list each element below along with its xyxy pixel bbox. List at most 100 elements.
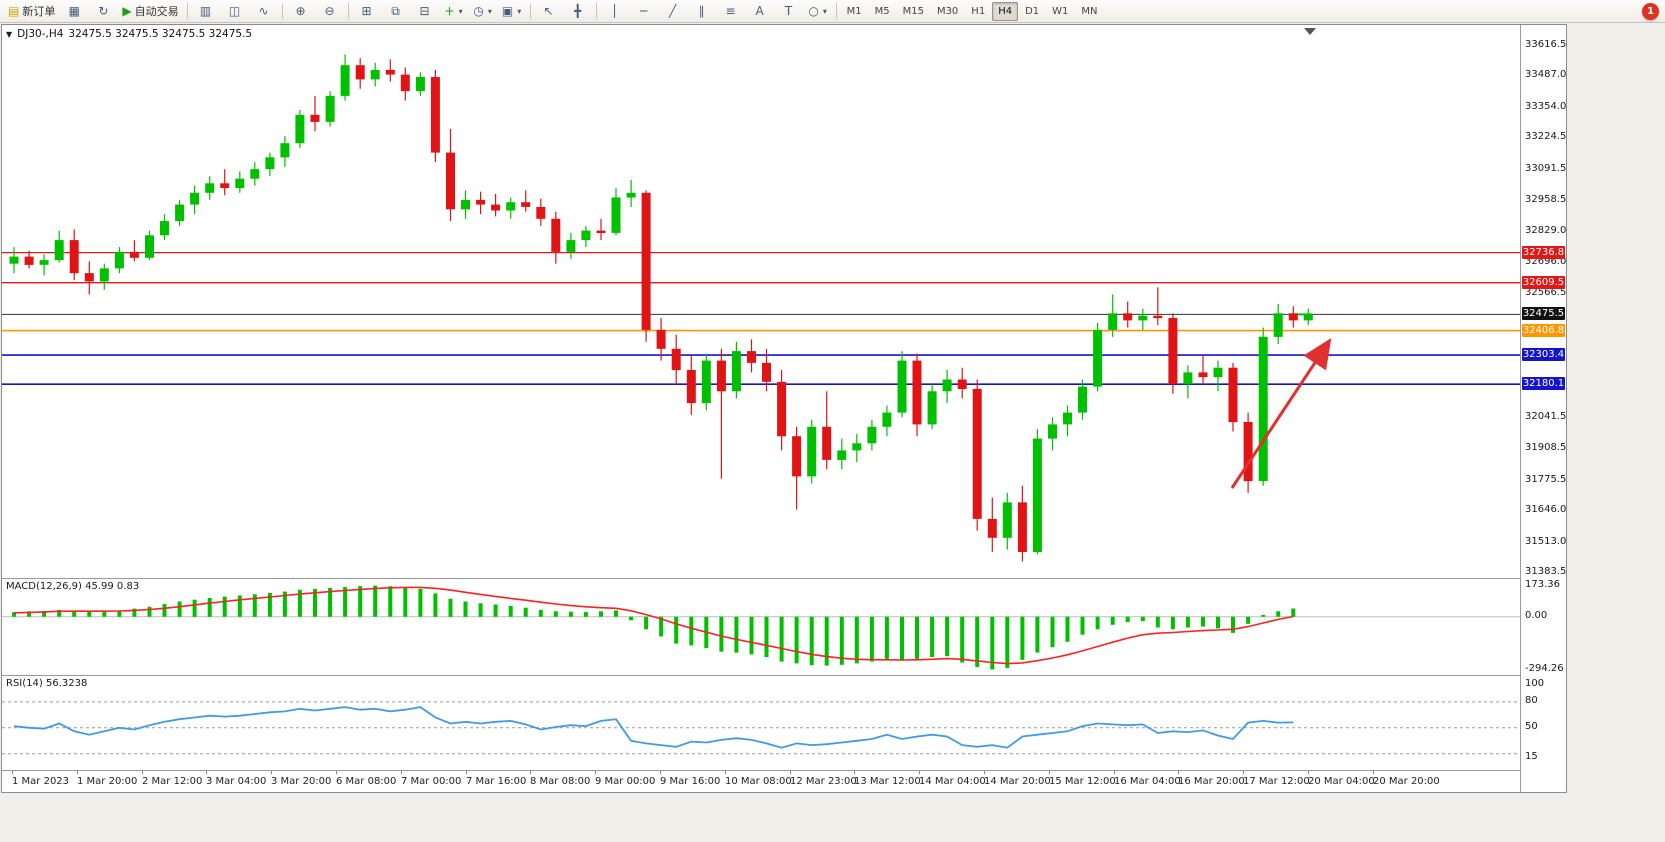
ohlc-readout: 32475.5 32475.5 32475.5 32475.5	[68, 28, 253, 40]
symbol-header: ▼ DJ30-,H4 32475.5 32475.5 32475.5 32475…	[6, 28, 252, 40]
time-tick	[1178, 771, 1179, 774]
price-tick-label: 31513.0	[1525, 536, 1567, 547]
toolbar-separator	[529, 3, 531, 19]
refresh-icon: ↻	[98, 4, 109, 18]
horizontal-line-tool-button[interactable]: ─	[630, 1, 658, 22]
time-tick	[271, 771, 272, 774]
trendline-tool-button[interactable]: ╱	[659, 1, 687, 22]
zoom-out-icon: ⊖	[324, 4, 335, 18]
time-tick	[984, 771, 985, 774]
zoom-in-button[interactable]: ⊕	[287, 1, 315, 22]
chart-window: ▼ DJ30-,H4 32475.5 32475.5 32475.5 32475…	[1, 24, 1567, 793]
price-badge: 32475.5	[1522, 307, 1565, 320]
toolbar-separator	[186, 3, 188, 19]
time-tick-label: 3 Mar 04:00	[206, 776, 267, 787]
rsi-axis-label: 50	[1525, 721, 1538, 732]
time-axis[interactable]: 1 Mar 2023 1 Mar 20:00 2 Mar 12:00 3 Mar 04…	[2, 770, 1520, 793]
time-tick	[530, 771, 531, 774]
rsi-axis-label: 100	[1525, 678, 1545, 689]
arrange-windows-button[interactable]: ⊟	[411, 1, 439, 22]
autotrading-button[interactable]: ▶ 自动交易	[118, 1, 182, 22]
chevron-down-icon: ▾	[517, 6, 522, 16]
time-tick-label: 9 Mar 16:00	[660, 776, 721, 787]
cursor-tool-button[interactable]: ↖	[535, 1, 563, 22]
bars-chart-button[interactable]: ▥	[192, 1, 220, 22]
price-tick-label: 33091.5	[1525, 163, 1567, 174]
time-tick-label: 14 Mar 20:00	[984, 776, 1051, 787]
tf-button-w1[interactable]: W1	[1052, 5, 1069, 17]
macd-axis-label: 173.36	[1525, 579, 1560, 590]
toolbar: ▤ 新订单 ▦ ↻ ▶ 自动交易 ▥ ◫ ∿ ⊕ ⊖ ⊞	[0, 0, 1665, 23]
zoom-out-button[interactable]: ⊖	[316, 1, 344, 22]
clock-icon: ◷	[473, 4, 484, 18]
tile-windows-button[interactable]: ⊞	[353, 1, 381, 22]
vertical-line-icon: │	[610, 4, 619, 18]
time-tick-label: 3 Mar 20:00	[271, 776, 332, 787]
bars-chart-icon: ▥	[199, 4, 212, 18]
text-tool-button[interactable]: A	[746, 1, 774, 22]
shapes-icon: ○	[808, 4, 819, 18]
indicators-button[interactable]: + ▾	[440, 1, 468, 22]
tf-button-m5[interactable]: M5	[874, 5, 890, 17]
candles-chart-icon: ◫	[228, 4, 241, 18]
time-tick-label: 15 Mar 12:00	[1049, 776, 1116, 787]
refresh-button[interactable]: ↻	[89, 1, 117, 22]
crosshair-tool-button[interactable]: ╋	[564, 1, 592, 22]
charts-button[interactable]: ▦	[60, 1, 88, 22]
vertical-line-tool-button[interactable]: │	[601, 1, 629, 22]
time-tick-label: 7 Mar 16:00	[466, 776, 527, 787]
arrow-annotation	[1230, 337, 1332, 489]
template-button[interactable]: ▣ ▾	[498, 1, 526, 22]
candles-chart-button[interactable]: ◫	[221, 1, 249, 22]
tf-button-m1[interactable]: M1	[846, 5, 862, 17]
tf-button-d1[interactable]: D1	[1025, 5, 1040, 17]
price-axis[interactable]: 33616.5 33487.0 33354.0 33224.5 33091.5 32958…	[1520, 25, 1566, 792]
fibonacci-tool-button[interactable]: ≡	[717, 1, 745, 22]
time-tick-label: 12 Mar 23:00	[790, 776, 857, 787]
time-tick	[725, 771, 726, 774]
tf-button-h1[interactable]: H1	[971, 5, 986, 17]
tile-windows-icon: ⊞	[361, 4, 372, 18]
time-tick	[1373, 771, 1374, 774]
time-tick	[336, 771, 337, 774]
time-tick	[12, 771, 13, 774]
macd-axis-label: 0.00	[1525, 610, 1548, 621]
shift-marker	[1304, 28, 1316, 35]
channel-tool-button[interactable]: ∥	[688, 1, 716, 22]
price-tick-label: 31908.5	[1525, 442, 1567, 453]
macd-pane[interactable]	[2, 578, 1520, 676]
price-badge: 32736.8	[1522, 246, 1565, 259]
tf-button-m15[interactable]: M15	[902, 5, 924, 17]
time-tick-label: 16 Mar 04:00	[1114, 776, 1181, 787]
time-tick	[401, 771, 402, 774]
line-chart-button[interactable]: ∿	[250, 1, 278, 22]
time-tick	[1243, 771, 1244, 774]
price-tick-label: 32829.0	[1525, 225, 1567, 236]
price-chart[interactable]	[2, 25, 1520, 578]
time-tick	[790, 771, 791, 774]
periods-button[interactable]: ◷ ▾	[469, 1, 497, 22]
tf-button-mn[interactable]: MN	[1081, 5, 1098, 17]
cascade-windows-button[interactable]: ⧉	[382, 1, 410, 22]
autotrading-play-icon: ▶	[122, 4, 132, 18]
price-tick-label: 33354.0	[1525, 101, 1567, 112]
rsi-pane[interactable]	[2, 675, 1520, 771]
autotrading-label: 自动交易	[134, 5, 179, 18]
shapes-tool-button[interactable]: ○ ▾	[804, 1, 832, 22]
label-tool-button[interactable]: T	[775, 1, 803, 22]
new-order-button[interactable]: ▤ 新订单	[4, 1, 59, 22]
channel-icon: ∥	[698, 4, 705, 18]
time-tick	[919, 771, 920, 774]
collapse-triangle-icon[interactable]: ▼	[6, 29, 13, 39]
notification-badge[interactable]: 1	[1642, 3, 1659, 20]
macd-label: MACD(12,26,9) 45.99 0.83	[6, 581, 140, 592]
time-tick-label: 7 Mar 00:00	[401, 776, 462, 787]
tf-button-h4[interactable]: H4	[992, 1, 1019, 21]
template-icon: ▣	[501, 4, 514, 18]
horizontal-line-icon: ─	[639, 4, 648, 18]
tf-button-m30[interactable]: M30	[936, 5, 959, 17]
time-tick	[854, 771, 855, 774]
time-tick	[142, 771, 143, 774]
time-tick	[1308, 771, 1309, 774]
